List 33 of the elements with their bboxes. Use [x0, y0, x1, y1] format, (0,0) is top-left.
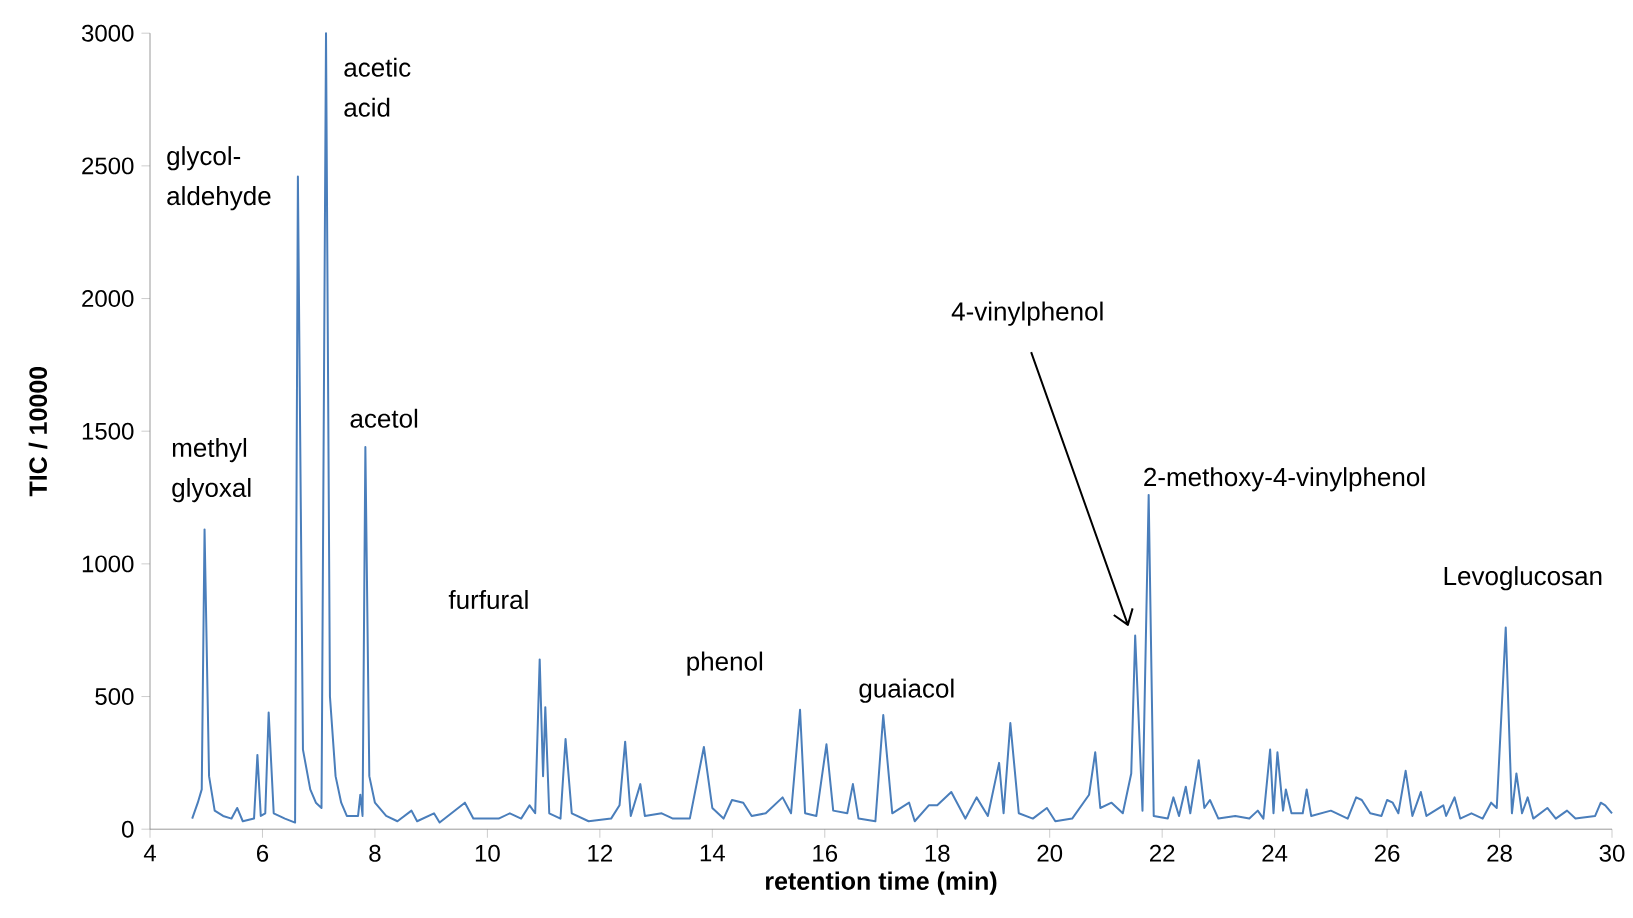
x-tick-label: 28 [1487, 844, 1512, 862]
y-tick-label: 1000 [82, 555, 134, 573]
x-tick-label: 12 [588, 844, 612, 862]
annotation: acetol [350, 408, 418, 428]
x-tick-label: 26 [1374, 844, 1400, 862]
annotation: acetic acid [344, 57, 411, 117]
x-tick-label: 18 [925, 844, 950, 862]
y-tick-label: 2500 [82, 157, 134, 175]
x-tick-label: 24 [1262, 844, 1288, 862]
annotation: methyl glyoxal [172, 437, 251, 503]
x-tick-label: 30 [1599, 844, 1625, 862]
y-axis-title: TIC / 10000 [28, 366, 48, 497]
annotation: 2-methoxy-4-vinylphenol [1144, 467, 1425, 492]
annotation: Levoglucosan [1444, 566, 1602, 591]
y-tick-label: 500 [95, 688, 134, 706]
y-tick-label: 0 [122, 820, 134, 838]
x-tick-label: 4 [143, 844, 156, 862]
annotation: glycol-aldehyde [167, 146, 271, 211]
x-tick-label: 6 [257, 844, 269, 862]
x-tick-label: 10 [475, 844, 500, 862]
x-tick-label: 14 [700, 844, 725, 862]
x-tick-label: 8 [369, 844, 381, 862]
x-tick-label: 20 [1037, 844, 1063, 862]
annotation: 4-vinylphenol [951, 301, 1103, 326]
x-tick-label: 22 [1150, 844, 1175, 862]
y-tick-label: 3000 [81, 24, 134, 42]
x-tick-label: 16 [813, 844, 838, 862]
annotation: guaiacol [859, 678, 954, 703]
y-tick-label: 1500 [82, 422, 134, 440]
x-axis-title: retention time (min) [766, 871, 997, 895]
annotation: phenol [687, 651, 763, 676]
y-tick-label: 2000 [82, 290, 134, 308]
annotation: furfural [448, 589, 528, 610]
